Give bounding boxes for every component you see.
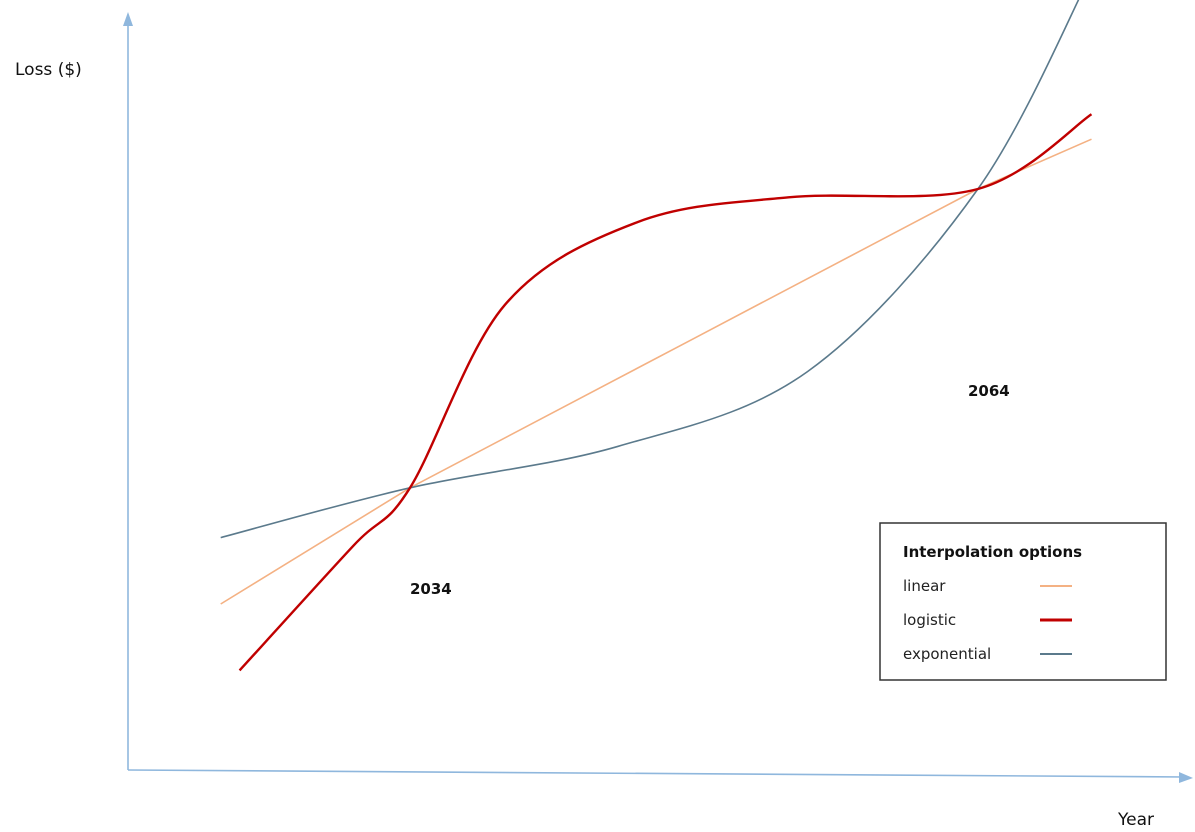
legend: Interpolation options linear logistic ex… bbox=[880, 523, 1166, 680]
y-axis-arrow bbox=[123, 12, 133, 26]
annotation-2064: 2064 bbox=[968, 382, 1010, 400]
legend-label-exponential: exponential bbox=[903, 645, 991, 663]
x-axis-arrow bbox=[1179, 772, 1193, 783]
x-axis bbox=[128, 770, 1185, 777]
legend-label-logistic: logistic bbox=[903, 611, 956, 629]
y-axis-label: Loss ($) bbox=[15, 60, 82, 80]
series-line-exponential bbox=[221, 0, 1092, 538]
x-axis-label: Year bbox=[1117, 810, 1154, 830]
legend-title: Interpolation options bbox=[903, 543, 1082, 561]
legend-label-linear: linear bbox=[903, 577, 946, 595]
annotation-2034: 2034 bbox=[410, 580, 452, 598]
